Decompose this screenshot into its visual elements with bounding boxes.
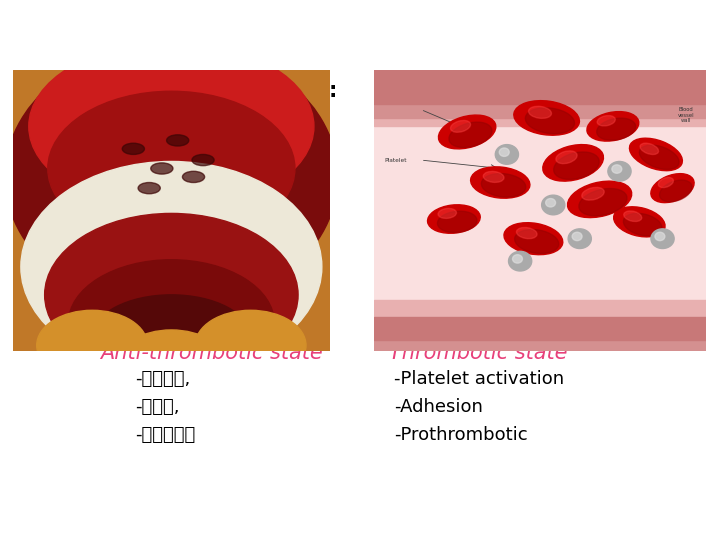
Circle shape — [651, 229, 674, 248]
Ellipse shape — [554, 152, 599, 179]
Ellipse shape — [526, 108, 575, 134]
Ellipse shape — [37, 310, 148, 381]
Ellipse shape — [567, 181, 631, 218]
Ellipse shape — [639, 145, 679, 170]
Ellipse shape — [579, 188, 627, 216]
Text: -항응고,: -항응고, — [135, 399, 179, 416]
Ellipse shape — [483, 171, 504, 183]
Ellipse shape — [192, 154, 214, 166]
Ellipse shape — [587, 112, 639, 141]
Ellipse shape — [438, 208, 456, 218]
Ellipse shape — [651, 174, 694, 202]
Ellipse shape — [582, 187, 604, 200]
Bar — [374, 118, 706, 309]
Text: Anti-thrombotic state: Anti-thrombotic state — [100, 343, 323, 363]
Ellipse shape — [613, 207, 665, 237]
Circle shape — [499, 148, 509, 157]
Ellipse shape — [640, 143, 659, 154]
Ellipse shape — [116, 330, 227, 400]
Text: Red blood cell: Red blood cell — [384, 102, 426, 106]
Ellipse shape — [166, 135, 189, 146]
Text: Thrombotic state: Thrombotic state — [389, 343, 567, 363]
Ellipse shape — [29, 42, 314, 211]
Bar — [374, 323, 706, 351]
Circle shape — [508, 251, 531, 271]
Circle shape — [495, 145, 518, 164]
Text: Damaged Vessel :: Damaged Vessel : — [389, 82, 598, 102]
Text: Platelet: Platelet — [384, 158, 407, 163]
Ellipse shape — [516, 227, 537, 239]
Ellipse shape — [449, 122, 492, 147]
Ellipse shape — [182, 171, 204, 183]
Text: Blood
vessel
wall: Blood vessel wall — [678, 107, 694, 123]
Circle shape — [612, 165, 622, 173]
Ellipse shape — [624, 213, 662, 236]
Ellipse shape — [504, 222, 563, 255]
Circle shape — [572, 232, 582, 241]
Ellipse shape — [5, 44, 338, 310]
Bar — [374, 70, 706, 126]
Ellipse shape — [150, 163, 173, 174]
Circle shape — [655, 232, 665, 241]
Ellipse shape — [482, 173, 526, 197]
Ellipse shape — [471, 167, 530, 198]
Ellipse shape — [597, 118, 636, 140]
Circle shape — [541, 195, 565, 215]
Ellipse shape — [658, 178, 673, 187]
Circle shape — [608, 161, 631, 181]
Ellipse shape — [515, 230, 559, 253]
Ellipse shape — [660, 180, 692, 202]
Ellipse shape — [45, 213, 298, 376]
Ellipse shape — [451, 120, 471, 132]
Ellipse shape — [21, 161, 322, 372]
Ellipse shape — [597, 116, 616, 126]
Ellipse shape — [543, 145, 603, 181]
Ellipse shape — [122, 143, 145, 154]
Text: -Platelet activation: -Platelet activation — [394, 370, 564, 388]
Bar — [374, 300, 706, 351]
Text: -항혁소판,: -항혁소판, — [135, 370, 190, 388]
Ellipse shape — [428, 205, 480, 233]
Text: NL Endothelial Cell :: NL Endothelial Cell : — [100, 82, 338, 102]
Text: -섬유소용해: -섬유소용해 — [135, 426, 195, 444]
Circle shape — [568, 229, 591, 248]
Ellipse shape — [624, 211, 642, 221]
Circle shape — [513, 255, 523, 263]
Circle shape — [546, 199, 556, 207]
Ellipse shape — [438, 115, 496, 149]
Ellipse shape — [629, 138, 683, 171]
Text: -Prothrombotic: -Prothrombotic — [394, 426, 528, 444]
Text: Broken Blood Vessel Wall: Broken Blood Vessel Wall — [426, 79, 522, 87]
Ellipse shape — [92, 295, 251, 379]
Bar — [374, 318, 706, 340]
Ellipse shape — [68, 260, 274, 386]
Ellipse shape — [528, 106, 552, 118]
Text: -Adhesion: -Adhesion — [394, 399, 483, 416]
Ellipse shape — [556, 151, 577, 164]
Bar — [374, 90, 706, 118]
Ellipse shape — [195, 310, 306, 381]
Bar — [374, 70, 706, 104]
Ellipse shape — [514, 100, 580, 135]
Ellipse shape — [438, 211, 477, 233]
Ellipse shape — [138, 183, 161, 194]
Ellipse shape — [48, 91, 295, 246]
